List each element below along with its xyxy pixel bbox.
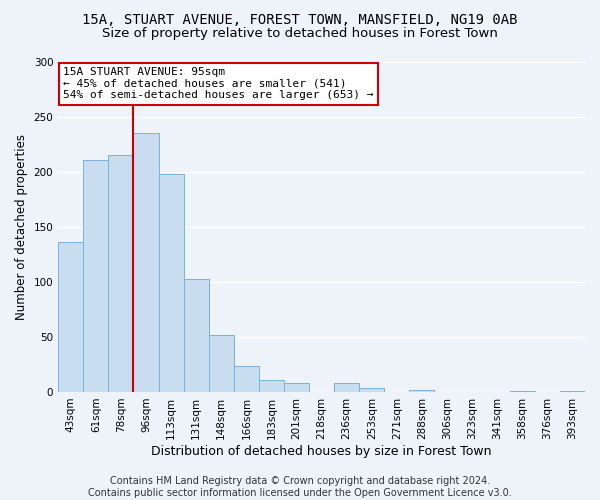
Bar	[83, 160, 109, 392]
X-axis label: Distribution of detached houses by size in Forest Town: Distribution of detached houses by size …	[151, 444, 492, 458]
Bar	[209, 334, 234, 392]
Bar	[234, 366, 259, 392]
Bar	[510, 391, 535, 392]
Bar	[259, 380, 284, 392]
Text: 15A STUART AVENUE: 95sqm
← 45% of detached houses are smaller (541)
54% of semi-: 15A STUART AVENUE: 95sqm ← 45% of detach…	[63, 67, 374, 100]
Text: Contains HM Land Registry data © Crown copyright and database right 2024.
Contai: Contains HM Land Registry data © Crown c…	[88, 476, 512, 498]
Bar	[158, 174, 184, 392]
Bar	[109, 155, 133, 392]
Bar	[334, 383, 359, 392]
Bar	[560, 391, 585, 392]
Bar	[409, 390, 434, 392]
Y-axis label: Number of detached properties: Number of detached properties	[15, 134, 28, 320]
Text: 15A, STUART AVENUE, FOREST TOWN, MANSFIELD, NG19 0AB: 15A, STUART AVENUE, FOREST TOWN, MANSFIE…	[82, 12, 518, 26]
Text: Size of property relative to detached houses in Forest Town: Size of property relative to detached ho…	[102, 28, 498, 40]
Bar	[133, 133, 158, 392]
Bar	[58, 242, 83, 392]
Bar	[284, 383, 309, 392]
Bar	[184, 278, 209, 392]
Bar	[359, 388, 385, 392]
